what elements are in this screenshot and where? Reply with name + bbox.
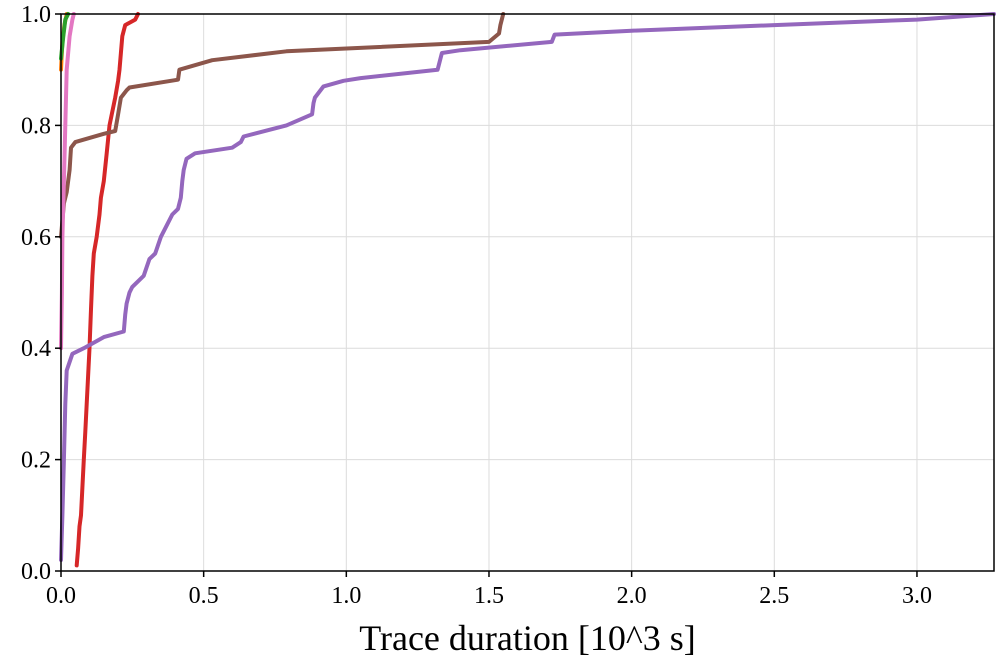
y-tick-label: 0.4 bbox=[21, 336, 51, 362]
y-tick-label: 0.6 bbox=[21, 225, 51, 251]
y-tick-label: 0.0 bbox=[21, 559, 51, 585]
ticks: 0.0 0.5 1.0 1.5 2.0 2.5 3.0 0.0 0.2 0.4 0.6 0.8 1.0 bbox=[21, 2, 932, 609]
y-tick-label: 0.2 bbox=[21, 448, 51, 474]
plot-frame bbox=[60, 13, 995, 572]
x-tick-label: 2.0 bbox=[617, 583, 647, 609]
series-group bbox=[59, 12, 996, 568]
x-tick-label: 0.5 bbox=[189, 583, 219, 609]
x-tick-label: 1.5 bbox=[474, 583, 504, 609]
series-line-purple bbox=[59, 12, 996, 562]
y-tick-label: 1.0 bbox=[21, 2, 51, 28]
series-line-pink bbox=[59, 12, 76, 351]
series-line-green bbox=[59, 12, 71, 61]
y-tick-label: 0.8 bbox=[21, 113, 51, 139]
series-line-brown bbox=[59, 12, 506, 239]
x-tick-label: 1.0 bbox=[331, 583, 361, 609]
x-tick-label: 3.0 bbox=[902, 583, 932, 609]
x-tick-label: 2.5 bbox=[759, 583, 789, 609]
x-axis-title: Trace duration [10^3 s] bbox=[359, 618, 696, 658]
series-line-red bbox=[74, 12, 140, 568]
grid bbox=[60, 13, 994, 572]
x-tick-label: 0.0 bbox=[46, 583, 76, 609]
